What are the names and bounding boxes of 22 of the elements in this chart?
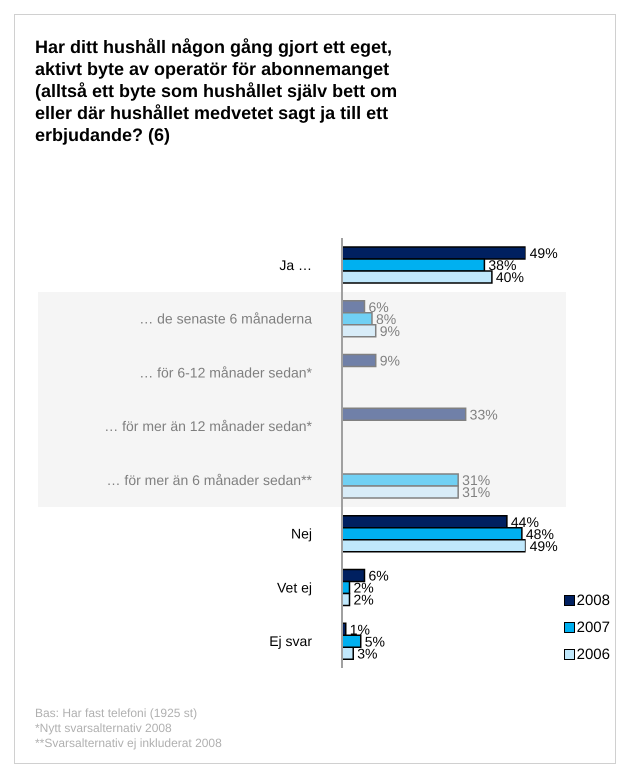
y-tick-label: Ej svar	[269, 633, 312, 650]
bar	[342, 354, 376, 368]
data-label: 44%	[510, 514, 539, 530]
y-tick-label: Nej	[290, 526, 312, 542]
data-label: 9%	[380, 352, 400, 368]
data-label: 49%	[530, 245, 558, 261]
text: Bas: Har fast telefoni (1925 st)	[35, 706, 198, 721]
y-tick-label: … de senaste 6 månaderna	[139, 310, 312, 327]
bar	[342, 408, 466, 421]
legend-label: 2006	[576, 646, 610, 663]
text: *Nytt svarsalternativ 2008	[35, 721, 173, 736]
text: **Svarsalternativ ej inkluderat 2008	[35, 736, 222, 751]
legend-label: 2007	[576, 619, 610, 636]
y-tick-label: Ja …	[279, 256, 312, 273]
y-tick-label: … för mer än 6 månader sedan**	[106, 472, 313, 488]
y-tick-label: … för 6-12 månader sedan*	[139, 364, 313, 380]
data-label: 33%	[470, 406, 498, 422]
y-tick-label: Vet ej	[276, 579, 312, 596]
data-label: 1%	[350, 621, 370, 638]
legend-label: 2008	[576, 592, 610, 609]
chart-title: Har ditt hushåll någon gång gjort ett eget, aktivt byte av operatör för abonnemanget (alltså ett byte som hushållet själv bett om eller där hushållet medvetet sagt ja till ett erbjudande? (6)	[35, 36, 398, 146]
y-tick-label: … för mer än 12 månader sedan*	[104, 418, 313, 434]
